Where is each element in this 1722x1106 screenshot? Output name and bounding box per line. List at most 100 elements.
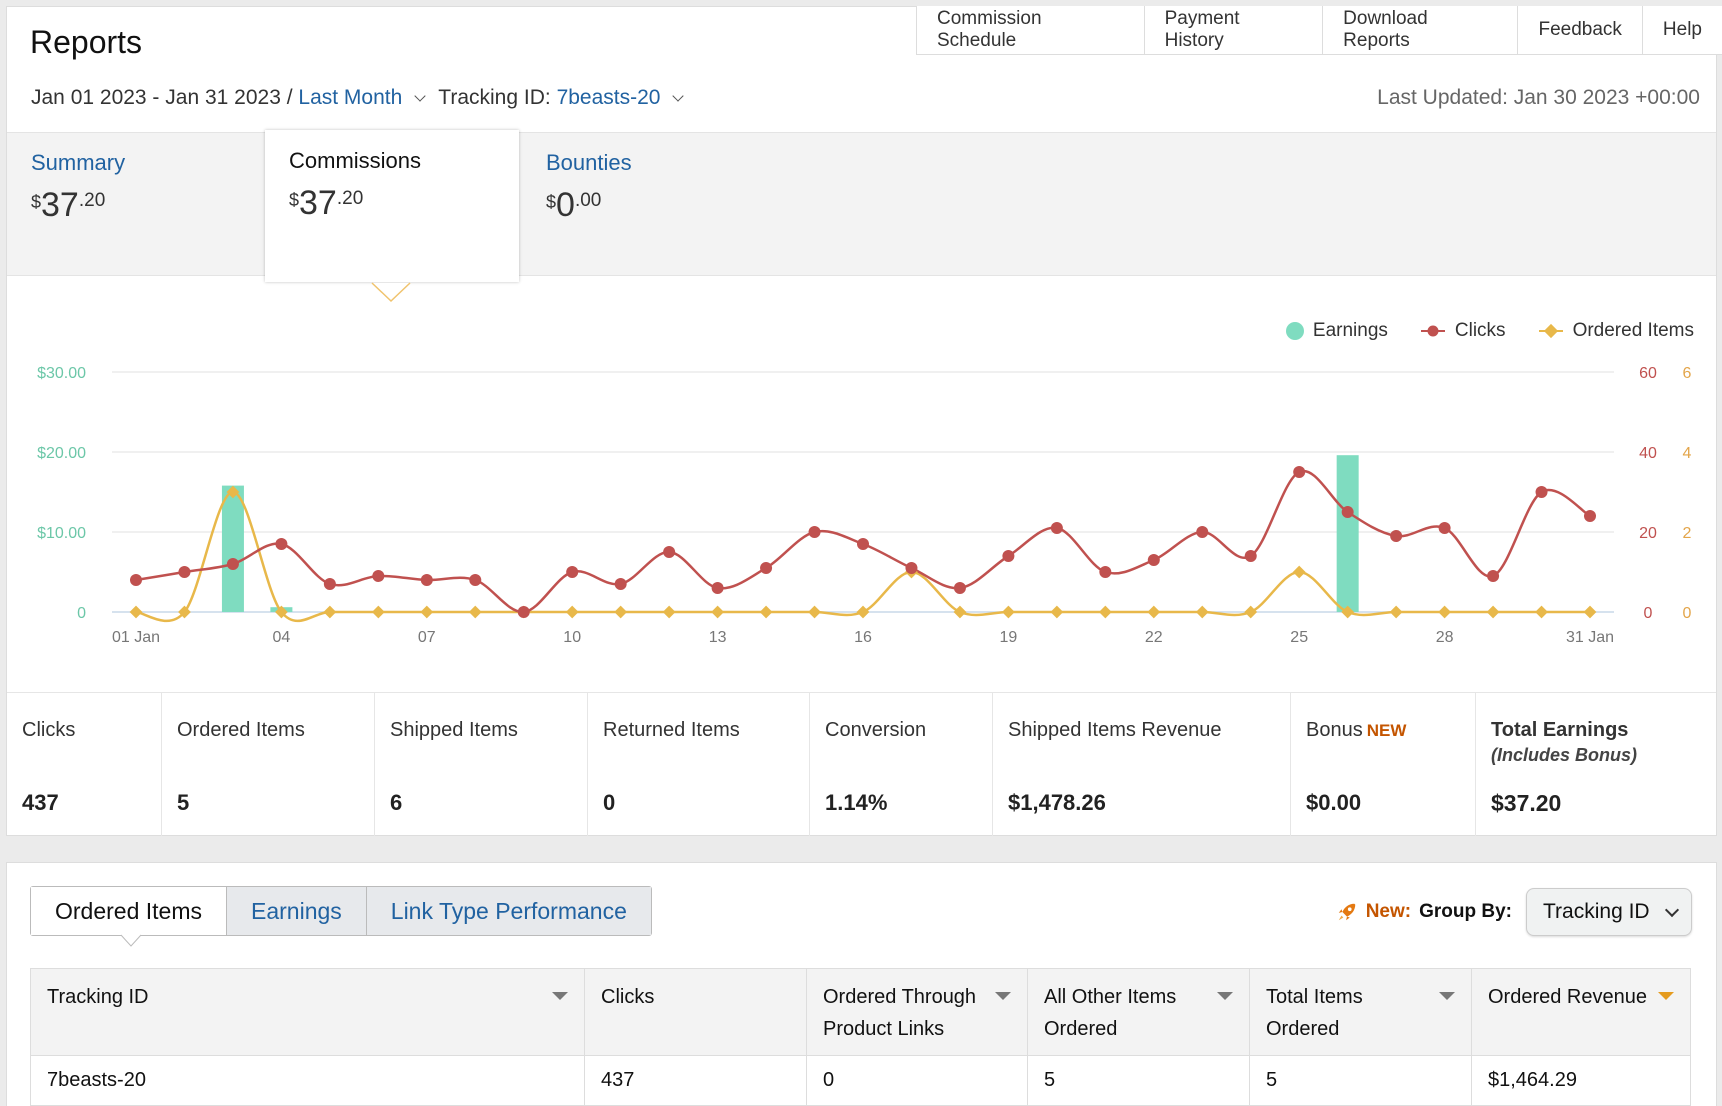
amount-cents: .20 bbox=[336, 188, 364, 209]
tab-bounties[interactable]: Bounties $ 0 .00 bbox=[522, 132, 762, 276]
col-ordered-through-product-links[interactable]: Ordered Through Product Links bbox=[806, 968, 1028, 1056]
tab-commissions[interactable]: Commissions $ 37 .20 bbox=[265, 130, 519, 282]
stat-returned-items: Returned Items 0 bbox=[588, 693, 810, 836]
y-left-tick-label: $30.00 bbox=[37, 365, 86, 382]
sort-icon[interactable] bbox=[1217, 992, 1233, 1000]
tracking-id-link[interactable]: 7beasts-20 bbox=[30, 1055, 585, 1106]
nav-feedback[interactable]: Feedback bbox=[1518, 6, 1643, 54]
ordered-items-point bbox=[129, 605, 143, 619]
tab-bounties-label: Bounties bbox=[546, 150, 632, 175]
y-right-clicks-tick-label: 40 bbox=[1639, 445, 1657, 462]
y-right-items-tick-label: 0 bbox=[1683, 605, 1692, 622]
legend-clicks[interactable]: Clicks bbox=[1420, 320, 1506, 342]
clicks-point bbox=[857, 538, 869, 550]
y-left-tick-label: $20.00 bbox=[37, 445, 86, 462]
legend-earnings-label: Earnings bbox=[1312, 320, 1388, 341]
ordered-items-point bbox=[1002, 605, 1015, 619]
ordered-items-table: Tracking ID Clicks Ordered Through Produ… bbox=[30, 968, 1691, 1106]
clicks-point bbox=[808, 526, 821, 538]
y-right-clicks-tick-label: 20 bbox=[1639, 525, 1657, 542]
stat-label: Conversion bbox=[825, 719, 927, 741]
x-tick-label: 28 bbox=[1436, 629, 1454, 646]
tab-earnings[interactable]: Earnings bbox=[226, 887, 366, 935]
clicks-point bbox=[1002, 550, 1015, 562]
sort-icon[interactable] bbox=[552, 992, 568, 1000]
last-updated: Last Updated: Jan 30 2023 +00:00 bbox=[1377, 86, 1700, 109]
col-total-items-ordered[interactable]: Total Items Ordered bbox=[1249, 968, 1472, 1056]
nav-commission-schedule[interactable]: Commission Schedule bbox=[917, 6, 1145, 54]
sort-icon[interactable] bbox=[995, 992, 1011, 1000]
tracking-label: Tracking ID: bbox=[438, 86, 551, 109]
x-tick-label: 04 bbox=[273, 629, 291, 646]
performance-chart: 0 0 0 $10.00 20 2 $20.00 40 4 $30.00 60 6 01 Jan 04 07… bbox=[37, 365, 1692, 646]
tab-pointer-icon bbox=[120, 934, 142, 947]
ordered-items-point bbox=[662, 605, 676, 619]
group-by-value: Tracking ID bbox=[1543, 900, 1650, 923]
chart-legend: Earnings Clicks Ordered Items bbox=[1285, 320, 1694, 342]
column-label: Ordered Through Product Links bbox=[823, 986, 977, 1040]
nav-payment-history[interactable]: Payment History bbox=[1145, 6, 1324, 54]
ordered-items-point bbox=[808, 605, 821, 619]
clicks-point bbox=[614, 578, 627, 590]
currency-symbol: $ bbox=[289, 190, 300, 210]
x-tick-label: 07 bbox=[418, 629, 436, 646]
nav-download-reports[interactable]: Download Reports bbox=[1323, 6, 1519, 54]
tab-summary[interactable]: Summary $ 37 .20 bbox=[7, 132, 242, 276]
clicks-point bbox=[1244, 550, 1257, 562]
col-tracking-id[interactable]: Tracking ID bbox=[30, 968, 585, 1056]
clicks-point bbox=[1341, 506, 1354, 518]
table-header-row: Tracking ID Clicks Ordered Through Produ… bbox=[30, 968, 1691, 1056]
clicks-point bbox=[905, 562, 918, 574]
clicks-point bbox=[953, 582, 966, 594]
group-by-select[interactable]: Tracking ID bbox=[1526, 888, 1692, 936]
amount-cents: .20 bbox=[78, 190, 106, 211]
clicks-point bbox=[372, 570, 385, 582]
stat-bonus: Bonus NEW $0.00 bbox=[1291, 693, 1476, 836]
clicks-point bbox=[1050, 522, 1063, 534]
col-clicks[interactable]: Clicks bbox=[584, 968, 807, 1056]
tab-pointer-icon bbox=[371, 282, 411, 303]
clicks-point bbox=[517, 606, 530, 618]
stat-shipped-items: Shipped Items 6 bbox=[375, 693, 588, 836]
stat-total-earnings: Total Earnings (Includes Bonus) $37.20 bbox=[1476, 693, 1716, 836]
clicks-point bbox=[1147, 554, 1160, 566]
tab-ordered-items[interactable]: Ordered Items bbox=[31, 887, 226, 935]
legend-clicks-label: Clicks bbox=[1454, 320, 1506, 341]
legend-ordered-items[interactable]: Ordered Items bbox=[1538, 320, 1694, 342]
commissions-amount: $ 37 .20 bbox=[289, 184, 495, 223]
y-right-items-tick-label: 6 bbox=[1683, 365, 1692, 382]
clicks-point bbox=[1293, 466, 1306, 478]
ordered-items-point bbox=[856, 605, 870, 619]
group-by: New: Group By: Tracking ID bbox=[1336, 888, 1692, 936]
legend-earnings[interactable]: Earnings bbox=[1285, 320, 1388, 342]
period-dropdown[interactable]: Last Month bbox=[298, 86, 403, 109]
clicks-point bbox=[469, 574, 482, 586]
stat-value: 0 bbox=[603, 790, 616, 815]
col-all-other-items-ordered[interactable]: All Other Items Ordered bbox=[1027, 968, 1250, 1056]
summary-amount: $ 37 .20 bbox=[31, 186, 218, 225]
tab-link-type-performance[interactable]: Link Type Performance bbox=[365, 887, 651, 935]
stat-label: Shipped Items bbox=[390, 719, 518, 741]
ordered-items-point bbox=[1486, 605, 1500, 619]
clicks-point bbox=[760, 562, 773, 574]
col-ordered-revenue[interactable]: Ordered Revenue bbox=[1471, 968, 1691, 1056]
date-filter-row: Jan 01 2023 - Jan 31 2023 / Last Month T… bbox=[31, 86, 696, 110]
clicks-point bbox=[1487, 570, 1500, 582]
stat-label: Shipped Items Revenue bbox=[1008, 719, 1222, 741]
cell-ordered-through-links: 0 bbox=[806, 1055, 1028, 1106]
clicks-point bbox=[323, 578, 336, 590]
clicks-point bbox=[1584, 510, 1596, 522]
cell-total-items: 5 bbox=[1249, 1055, 1472, 1106]
sort-active-icon[interactable] bbox=[1658, 992, 1674, 1000]
tracking-id-dropdown[interactable]: 7beasts-20 bbox=[556, 86, 661, 109]
amount-whole: 0 bbox=[556, 186, 575, 224]
bounties-amount: $ 0 .00 bbox=[546, 186, 738, 225]
ordered-items-point bbox=[953, 605, 967, 619]
column-label: Clicks bbox=[601, 986, 655, 1008]
y-right-items-tick-label: 4 bbox=[1683, 445, 1692, 462]
x-tick-label: 13 bbox=[709, 629, 727, 646]
sort-icon[interactable] bbox=[1439, 992, 1455, 1000]
detail-tabs: Ordered Items Earnings Link Type Perform… bbox=[30, 886, 652, 936]
ordered-items-point bbox=[759, 605, 773, 619]
nav-help[interactable]: Help bbox=[1662, 19, 1702, 40]
